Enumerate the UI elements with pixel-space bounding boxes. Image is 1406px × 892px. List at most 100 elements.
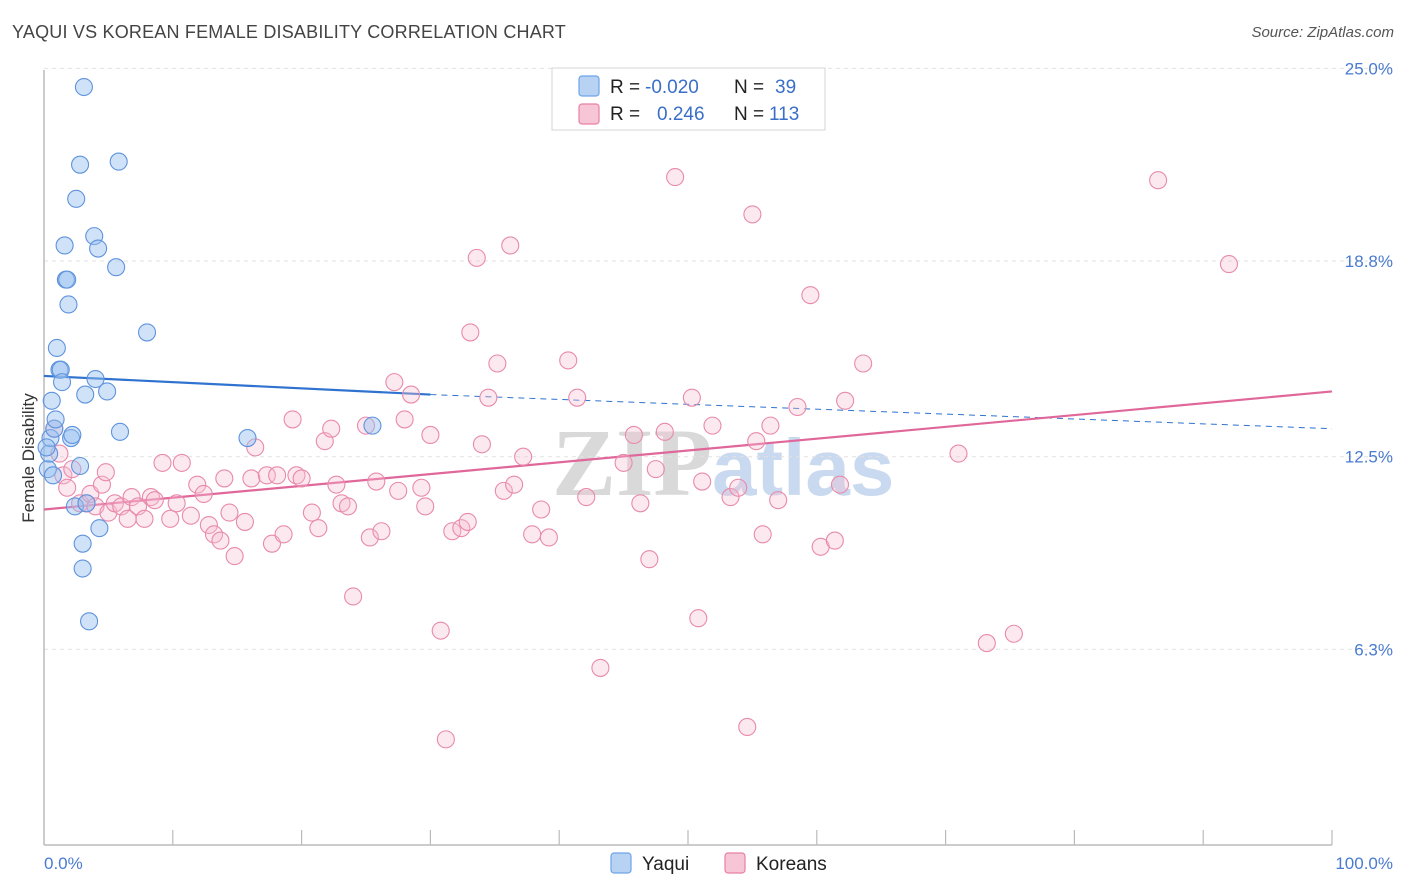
legend-yaqui-swatch: [610, 852, 632, 874]
korean-point: [96, 463, 115, 482]
korean-point: [738, 717, 757, 737]
yaqui-point: [37, 438, 56, 457]
data-points: [37, 77, 1239, 749]
korean-point: [743, 205, 762, 224]
korean-point: [631, 494, 650, 513]
y-tick-label: 18.8%: [1345, 252, 1393, 271]
yaqui-point: [98, 382, 117, 401]
korean-point: [287, 466, 306, 485]
korean-point: [242, 469, 261, 488]
koreans-r-label: R =: [610, 104, 640, 125]
trend-lines: [43, 374, 1333, 511]
korean-point: [322, 419, 341, 438]
x-ticks: [172, 830, 1333, 845]
korean-point: [591, 658, 610, 677]
korean-point: [338, 497, 358, 516]
yaqui-point: [109, 152, 128, 171]
stats-legend: R = -0.020 N = 39 R = 0.246 N = 113: [551, 67, 826, 131]
yaqui-point: [137, 323, 157, 342]
yaqui-point: [238, 429, 257, 448]
korean-point: [412, 478, 431, 497]
chart-title: YAQUI VS KOREAN FEMALE DISABILITY CORREL…: [12, 22, 566, 42]
korean-point: [172, 453, 191, 472]
yaqui-point: [52, 373, 72, 392]
korean-point: [505, 475, 524, 494]
korean-point: [689, 609, 708, 628]
yaqui-point: [71, 456, 90, 476]
korean-point: [729, 478, 748, 497]
korean-point: [372, 522, 391, 541]
yaqui-r-label: R =: [610, 77, 640, 98]
korean-point: [977, 634, 996, 653]
koreans-legend-swatch: [578, 103, 600, 125]
korean-point: [431, 621, 450, 640]
korean-point: [825, 531, 844, 550]
y-tick-label: 6.3%: [1354, 640, 1393, 659]
x-tick-label-max: 100.0%: [1335, 854, 1393, 873]
yaqui-legend-swatch: [578, 75, 600, 97]
yaqui-point: [65, 497, 84, 516]
korean-point: [501, 236, 520, 255]
korean-point: [199, 515, 218, 535]
korean-point: [655, 422, 674, 441]
yaqui-n-label: N =: [734, 77, 764, 98]
korean-point: [949, 444, 968, 463]
korean-point: [416, 497, 435, 516]
yaqui-point: [77, 494, 96, 513]
legend-koreans-label: Koreans: [756, 854, 827, 875]
watermark-atlas: atlas: [712, 423, 894, 512]
korean-point: [421, 425, 440, 444]
korean-point: [215, 469, 234, 488]
korean-point: [488, 354, 507, 373]
korean-point: [161, 509, 180, 528]
y-axis-label: Female Disability: [19, 393, 38, 523]
korean-point: [122, 488, 141, 507]
korean-point: [568, 388, 587, 407]
yaqui-point: [71, 155, 90, 174]
korean-point: [458, 512, 477, 531]
yaqui-point: [89, 239, 108, 258]
korean-point: [761, 416, 780, 435]
source-label: Source: ZipAtlas.com: [1251, 24, 1394, 41]
yaqui-point: [43, 466, 63, 485]
korean-point: [788, 397, 807, 417]
korean-point: [1004, 624, 1023, 643]
korean-point: [302, 503, 321, 522]
gridlines: [44, 67, 1393, 650]
yaqui-point: [73, 559, 92, 578]
korean-point: [235, 512, 254, 531]
korean-point: [461, 323, 480, 342]
yaqui-point: [86, 369, 105, 389]
yaqui-point: [107, 258, 126, 277]
koreans-n-value: 113: [769, 104, 799, 125]
y-tick-label: 25.0%: [1345, 59, 1393, 78]
yaqui-point: [61, 429, 81, 448]
korean-point: [167, 494, 186, 513]
korean-point: [646, 460, 665, 479]
korean-point: [274, 525, 293, 544]
korean-point: [188, 475, 207, 494]
korean-point: [246, 438, 265, 457]
korean-point: [58, 478, 77, 497]
korean-point: [402, 385, 421, 404]
yaqui-point: [55, 236, 74, 255]
korean-point: [268, 466, 287, 485]
korean-point: [257, 466, 276, 485]
korean-point: [467, 248, 486, 267]
korean-point: [292, 469, 311, 488]
korean-point: [356, 416, 376, 435]
korean-point: [395, 410, 414, 429]
korean-point: [682, 388, 701, 407]
korean-point: [523, 525, 542, 544]
korean-point: [344, 587, 363, 606]
korean-point: [327, 475, 346, 494]
korean-point: [747, 432, 766, 451]
yaqui-point: [45, 419, 64, 438]
korean-point: [830, 475, 850, 494]
korean-point: [181, 506, 200, 525]
korean-point: [836, 391, 855, 410]
korean-point: [721, 488, 740, 507]
korean-point: [577, 488, 596, 507]
korean-point: [693, 472, 712, 491]
